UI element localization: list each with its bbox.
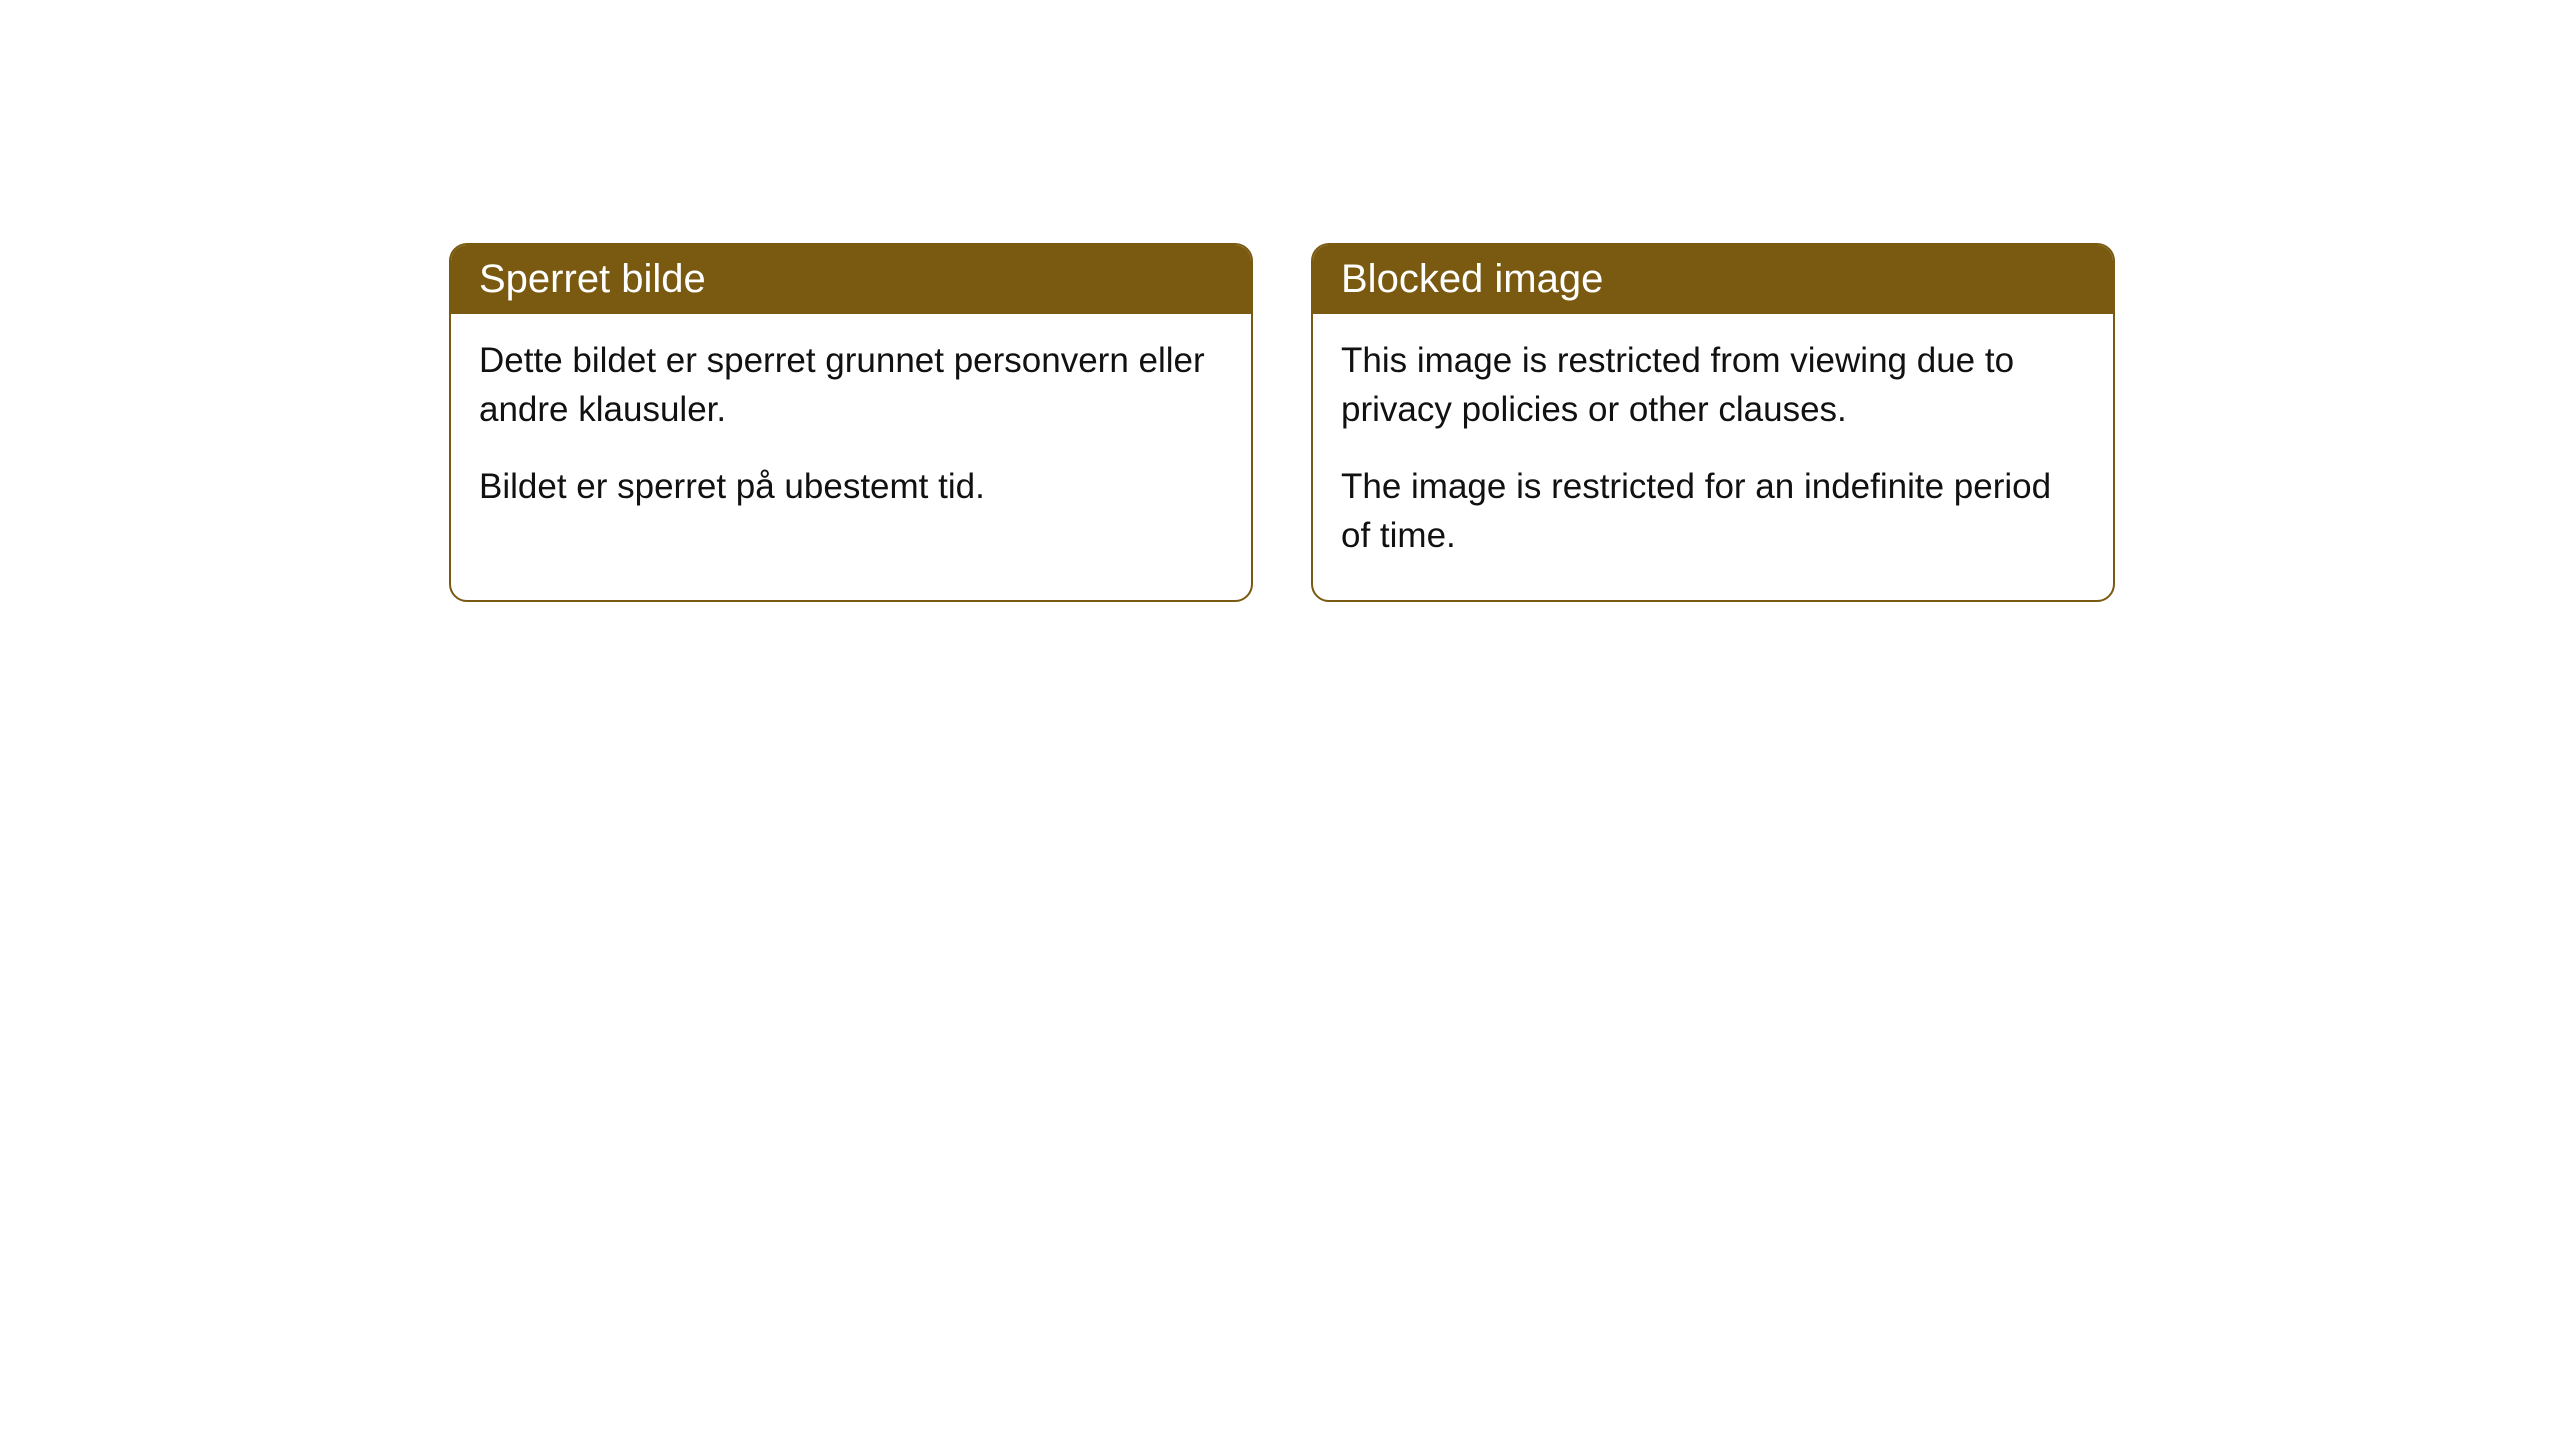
- card-title: Sperret bilde: [479, 257, 706, 301]
- card-paragraph: Bildet er sperret på ubestemt tid.: [479, 462, 1223, 511]
- card-body-norwegian: Dette bildet er sperret grunnet personve…: [451, 314, 1251, 551]
- card-header-norwegian: Sperret bilde: [451, 245, 1251, 314]
- notice-cards-container: Sperret bilde Dette bildet er sperret gr…: [449, 243, 2115, 602]
- notice-card-norwegian: Sperret bilde Dette bildet er sperret gr…: [449, 243, 1253, 602]
- card-paragraph: The image is restricted for an indefinit…: [1341, 462, 2085, 560]
- notice-card-english: Blocked image This image is restricted f…: [1311, 243, 2115, 602]
- card-paragraph: Dette bildet er sperret grunnet personve…: [479, 336, 1223, 434]
- card-header-english: Blocked image: [1313, 245, 2113, 314]
- card-body-english: This image is restricted from viewing du…: [1313, 314, 2113, 600]
- card-title: Blocked image: [1341, 257, 1603, 301]
- card-paragraph: This image is restricted from viewing du…: [1341, 336, 2085, 434]
